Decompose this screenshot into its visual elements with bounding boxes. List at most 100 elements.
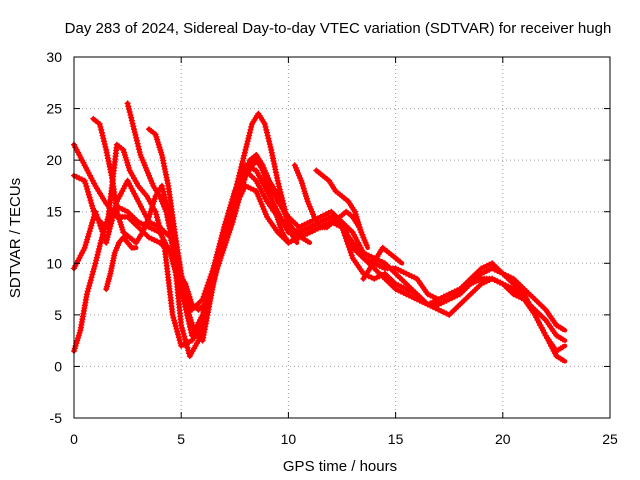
data-point <box>274 177 287 207</box>
plus-marker <box>542 317 558 337</box>
data-point <box>392 280 407 291</box>
data-point <box>126 167 140 187</box>
plus-marker <box>156 193 169 213</box>
data-point <box>120 229 131 239</box>
plus-marker <box>229 175 242 205</box>
plus-marker <box>392 255 403 265</box>
data-point <box>236 149 248 179</box>
data-point <box>146 195 158 220</box>
plus-marker <box>435 306 450 317</box>
plus-marker <box>379 244 390 255</box>
plus-marker <box>319 172 330 183</box>
data-point <box>435 297 450 308</box>
data-point <box>161 239 176 315</box>
data-point <box>242 123 255 153</box>
data-point <box>116 236 125 246</box>
plus-marker <box>392 270 408 285</box>
plus-marker <box>467 277 482 287</box>
plus-marker <box>128 244 137 251</box>
y-tick-label: 10 <box>46 255 62 271</box>
plus-marker <box>553 322 566 332</box>
plus-marker <box>169 311 184 346</box>
data-point <box>253 188 269 218</box>
y-axis-label: SDTVAR / TECUs <box>7 178 24 298</box>
chart-title: Day 283 of 2024, Sidereal Day-to-day VTE… <box>65 20 612 37</box>
plus-marker <box>186 340 200 360</box>
data-point <box>386 250 397 260</box>
y-tick-labels: -5 0 5 10 15 20 25 30 <box>46 49 62 426</box>
data-point <box>188 301 200 311</box>
data-point <box>178 322 192 357</box>
data-series <box>71 100 568 364</box>
plus-marker <box>92 182 108 204</box>
y-tick-label: 30 <box>46 49 62 65</box>
y-tick-label: -5 <box>50 410 63 426</box>
plus-marker <box>349 255 365 275</box>
plus-marker <box>152 131 165 156</box>
data-point <box>287 229 299 244</box>
plus-marker <box>446 303 461 318</box>
plus-marker <box>330 215 341 225</box>
data-point <box>203 278 216 313</box>
data-point <box>366 257 378 272</box>
plus-marker <box>403 280 418 296</box>
data-point <box>351 208 364 233</box>
plus-marker <box>182 280 195 305</box>
data-point <box>319 172 330 183</box>
data-point <box>81 162 98 187</box>
plus-marker <box>446 287 461 298</box>
plus-marker <box>124 100 137 130</box>
data-point <box>489 265 504 276</box>
data-point <box>165 182 178 233</box>
plot-frame <box>73 56 611 419</box>
plus-marker <box>317 215 332 225</box>
data-point <box>178 270 191 310</box>
y-tick-label: 15 <box>46 204 62 220</box>
plus-marker <box>403 291 418 302</box>
data-point <box>381 260 397 275</box>
data-point <box>358 229 370 249</box>
y-tick-label: 0 <box>54 358 62 374</box>
data-point <box>126 234 137 244</box>
data-point <box>131 126 143 156</box>
plus-marker <box>281 203 293 233</box>
data-point <box>103 273 113 293</box>
data-point <box>542 306 558 326</box>
data-point <box>332 188 343 198</box>
data-point <box>124 208 140 223</box>
plus-marker <box>403 270 418 281</box>
data-point <box>360 250 375 260</box>
data-point <box>392 265 407 276</box>
plus-marker <box>456 282 471 293</box>
plus-marker <box>120 234 130 244</box>
plus-marker <box>83 263 98 298</box>
plus-marker <box>467 267 483 282</box>
plus-marker <box>521 286 536 301</box>
plus-marker <box>424 301 439 312</box>
plus-marker <box>274 177 287 207</box>
plus-marker <box>351 208 364 233</box>
data-point <box>532 296 547 311</box>
data-point <box>133 231 145 246</box>
plus-marker <box>313 167 324 177</box>
x-tick-label: 20 <box>495 431 511 447</box>
plus-marker <box>261 121 274 150</box>
data-point <box>296 220 311 231</box>
plus-marker <box>77 294 90 334</box>
data-point <box>478 266 493 277</box>
y-tick-label: 5 <box>54 307 62 323</box>
plus-marker <box>304 198 317 218</box>
plus-marker <box>199 268 216 303</box>
data-point <box>521 286 536 301</box>
plus-marker <box>165 182 178 233</box>
data-point <box>371 265 386 280</box>
plus-marker <box>81 211 98 251</box>
plus-marker <box>317 210 332 220</box>
data-point <box>343 208 354 219</box>
data-point <box>324 220 335 231</box>
plus-marker <box>373 246 385 262</box>
plus-marker <box>510 275 526 290</box>
data-point <box>120 234 130 244</box>
grid <box>74 57 610 418</box>
